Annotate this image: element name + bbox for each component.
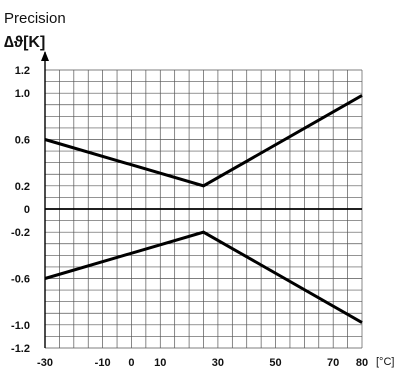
x-tick-label: 0 bbox=[128, 357, 134, 369]
labels: Precision ∆ϑ[K] [°C] -30 -10 0 10 30 50 70 80 1.… bbox=[4, 10, 394, 369]
x-tick-label: 50 bbox=[269, 357, 281, 369]
y-tick-label: -1.2 bbox=[11, 343, 30, 355]
y-axis-label: ∆ϑ[K] bbox=[4, 34, 45, 51]
x-axis-label: [°C] bbox=[376, 356, 394, 368]
y-tick-label: 0.2 bbox=[15, 181, 30, 193]
y-tick-label: 1.2 bbox=[15, 65, 30, 77]
y-tick-label: -0.6 bbox=[11, 274, 30, 286]
x-tick-label: 80 bbox=[356, 357, 368, 369]
y-tick-label: 0 bbox=[24, 204, 30, 216]
x-tick-label: 10 bbox=[154, 357, 166, 369]
chart-title: Precision bbox=[4, 10, 66, 27]
y-tick-label: -1.0 bbox=[11, 320, 30, 332]
lower-limit-line bbox=[44, 230, 363, 324]
y-tick-label: 0.6 bbox=[15, 135, 30, 147]
x-tick-label: 30 bbox=[212, 357, 224, 369]
series-lines bbox=[44, 94, 363, 324]
upper-limit-line bbox=[44, 94, 363, 188]
x-tick-label: 70 bbox=[327, 357, 339, 369]
x-tick-label: -30 bbox=[37, 357, 53, 369]
y-tick-label: -0.2 bbox=[11, 227, 30, 239]
axes bbox=[41, 51, 49, 348]
x-tick-label: -10 bbox=[95, 357, 111, 369]
y-tick-label: 1.0 bbox=[15, 88, 30, 100]
y-axis-arrow bbox=[41, 51, 49, 61]
